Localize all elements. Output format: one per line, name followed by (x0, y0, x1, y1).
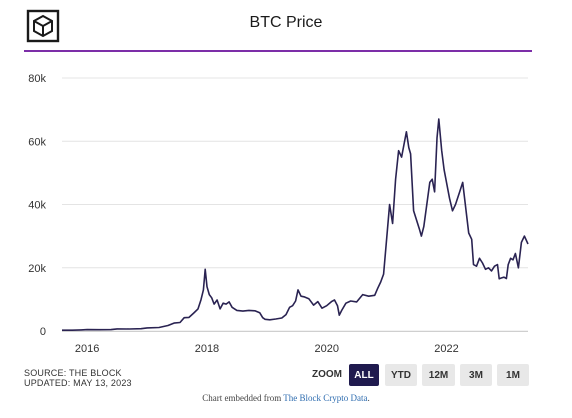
zoom-ytd-button[interactable]: YTD (385, 364, 417, 386)
zoom-3m-button[interactable]: 3M (460, 364, 492, 386)
embed-prefix: Chart embedded from (202, 393, 282, 403)
price-line-series (62, 118, 529, 331)
y-axis-ticks: 0 20k 40k 60k 80k (28, 73, 46, 338)
x-tick-label: 2020 (315, 343, 339, 355)
btc-price-chart[interactable]: 0 20k 40k 60k 80k 2016 2018 2020 2022 (0, 0, 572, 360)
grid-layer (62, 77, 528, 332)
y-tick-label: 60k (28, 136, 46, 148)
x-axis-ticks: 2016 2018 2020 2022 (75, 343, 459, 355)
source-line: SOURCE: THE BLOCK (24, 368, 122, 378)
zoom-all-button[interactable]: ALL (349, 364, 379, 386)
zoom-12m-button[interactable]: 12M (422, 364, 455, 386)
source-note: SOURCE: THE BLOCK UPDATED: MAY 13, 2023 (24, 368, 132, 388)
title-divider (24, 50, 532, 52)
zoom-label: ZOOM (312, 369, 342, 380)
updated-line: UPDATED: MAY 13, 2023 (24, 378, 132, 388)
y-tick-label: 0 (40, 326, 46, 338)
zoom-1m-button[interactable]: 1M (497, 364, 529, 386)
x-tick-label: 2018 (195, 343, 219, 355)
x-tick-label: 2022 (434, 343, 458, 355)
chart-title: BTC Price (249, 14, 323, 31)
y-tick-label: 20k (28, 263, 46, 275)
x-tick-label: 2016 (75, 343, 99, 355)
the-block-cube-logo (26, 9, 60, 43)
crypto-data-link[interactable]: The Block Crypto Data (283, 393, 368, 403)
y-tick-label: 40k (28, 200, 46, 212)
embed-note: Chart embedded from The Block Crypto Dat… (0, 393, 572, 403)
embed-suffix: . (367, 393, 370, 403)
y-tick-label: 80k (28, 73, 46, 85)
series-layer (62, 118, 529, 331)
